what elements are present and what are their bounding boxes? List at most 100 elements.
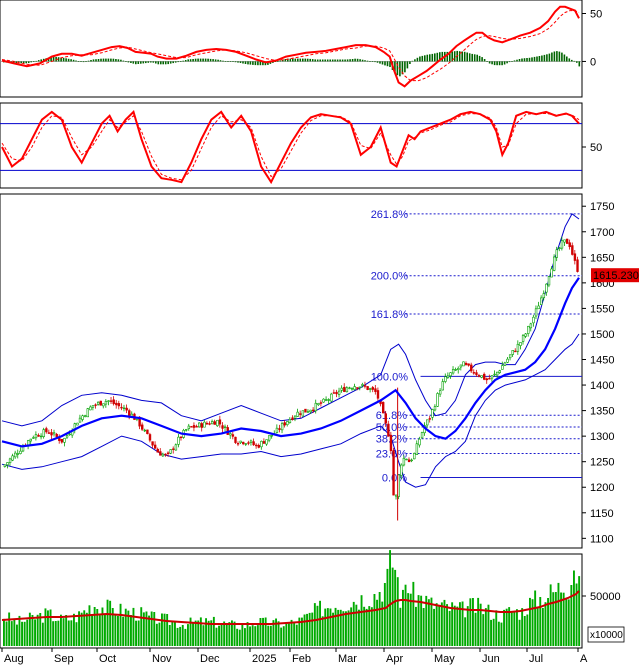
- macd-histogram-bar: [192, 59, 194, 62]
- macd-histogram-bar: [279, 60, 282, 62]
- candle-body: [488, 378, 491, 380]
- volume-y-tick-label: 50000: [590, 591, 621, 603]
- volume-bar: [225, 623, 228, 646]
- volume-bar: [368, 606, 371, 646]
- candle-body: [234, 436, 237, 443]
- macd-histogram-bar: [234, 61, 237, 63]
- candle-body: [288, 418, 292, 424]
- volume-bar: [145, 611, 148, 646]
- volume-bar: [187, 624, 189, 646]
- candle-body: [47, 432, 51, 434]
- volume-bar: [91, 614, 93, 646]
- candle-body: [78, 417, 82, 423]
- candle-body: [156, 448, 159, 453]
- volume-bar: [526, 614, 529, 646]
- volume-bar: [391, 567, 394, 646]
- macd-histogram-bar: [224, 61, 227, 62]
- candle-body: [50, 432, 53, 436]
- volume-bar: [487, 604, 490, 646]
- macd-histogram-bar: [568, 58, 571, 62]
- macd-histogram-bar: [189, 59, 192, 62]
- macd-histogram-bar: [573, 60, 576, 62]
- candle-body: [374, 388, 377, 392]
- price-y-tick-label: 1650: [590, 252, 614, 264]
- volume-bar: [497, 621, 500, 646]
- macd-histogram-bar: [556, 51, 558, 62]
- candle-body: [192, 425, 196, 428]
- volume-bar: [212, 616, 215, 646]
- candle-body: [573, 253, 577, 261]
- candle-body: [195, 426, 198, 428]
- macd-histogram-bar: [182, 60, 184, 62]
- macd-histogram-bar: [453, 51, 456, 62]
- candle-body: [125, 407, 128, 411]
- candle-body: [371, 387, 375, 390]
- volume-bar: [427, 599, 430, 646]
- x-axis-month-label: Apr: [386, 653, 403, 665]
- volume-bar: [73, 613, 75, 646]
- volume-bar: [324, 608, 327, 646]
- volume-bar: [448, 610, 451, 646]
- candle-body: [545, 283, 548, 293]
- macd-histogram-bar: [130, 61, 132, 63]
- candle-body: [426, 419, 429, 426]
- macd-histogram-bar: [257, 61, 259, 66]
- candle-body: [148, 434, 152, 441]
- volume-bar: [435, 603, 438, 646]
- macd-histogram-bar: [204, 58, 207, 62]
- candle-body: [327, 399, 330, 401]
- volume-bar: [218, 625, 220, 646]
- macd-histogram-bar: [414, 59, 416, 62]
- candle-body: [283, 422, 286, 426]
- volume-bar: [223, 621, 226, 646]
- volume-bar: [122, 616, 125, 646]
- volume-bar: [420, 595, 423, 646]
- candle-body: [376, 390, 380, 399]
- macd-histogram-bar: [219, 60, 222, 62]
- macd-histogram-bar: [267, 61, 269, 65]
- candle-body: [340, 387, 343, 391]
- candle-body: [534, 308, 538, 317]
- candle-body: [249, 440, 253, 443]
- candle-body: [392, 450, 395, 496]
- x-axis-month-label: Nov: [152, 653, 172, 665]
- candle-body: [213, 421, 216, 425]
- macd-histogram-bar: [252, 61, 254, 65]
- candle-body: [143, 429, 147, 432]
- volume-bar: [88, 605, 91, 646]
- candle-body: [242, 441, 245, 445]
- volume-bar: [466, 606, 469, 646]
- candle-body: [291, 417, 294, 420]
- macd-histogram-bar: [197, 58, 199, 62]
- price-y-tick-label: 1350: [590, 406, 614, 418]
- candle-body: [330, 393, 333, 402]
- candle-body: [477, 375, 481, 377]
- volume-bar: [334, 607, 337, 646]
- candle-body: [275, 427, 279, 433]
- candle-body: [560, 240, 564, 249]
- volume-bar: [23, 621, 26, 646]
- volume-bar: [166, 614, 169, 646]
- candle-body: [547, 276, 551, 286]
- macd-histogram-bar: [543, 54, 546, 62]
- candle-body: [55, 433, 58, 438]
- macd-histogram-bar: [571, 59, 573, 62]
- macd-histogram-bar: [309, 58, 311, 62]
- volume-bar: [554, 592, 557, 646]
- volume-bar: [565, 598, 568, 646]
- macd-histogram-bar: [32, 61, 35, 62]
- macd-histogram-bar: [209, 58, 212, 62]
- candle-body: [436, 393, 439, 407]
- candle-body: [151, 441, 154, 446]
- candle-body: [415, 443, 419, 455]
- macd-histogram-bar: [463, 51, 466, 62]
- x-axis-month-label: Oct: [99, 653, 116, 665]
- volume-bar: [47, 610, 49, 646]
- candle-body: [571, 245, 574, 255]
- volume-bar: [404, 584, 407, 646]
- candle-body: [345, 387, 349, 393]
- volume-bar: [256, 625, 259, 646]
- macd-histogram-bar: [15, 61, 18, 64]
- macd-histogram-bar: [366, 60, 369, 62]
- volume-bar: [308, 612, 311, 646]
